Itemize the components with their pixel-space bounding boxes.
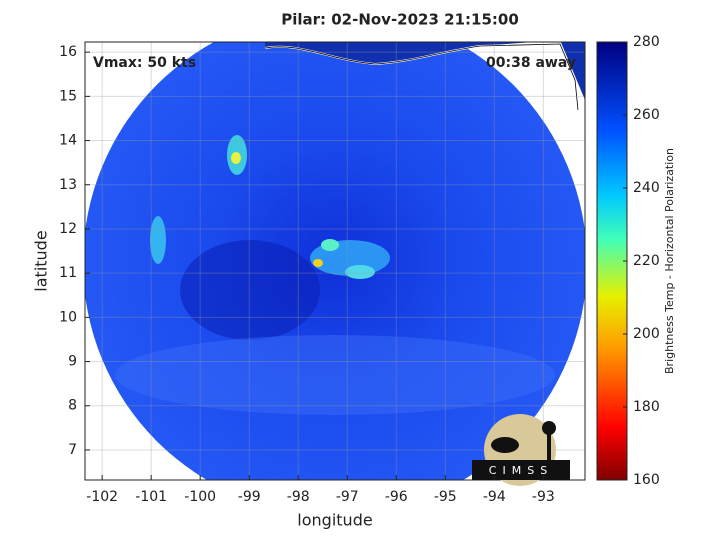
annotation: 00:38 away	[486, 55, 576, 71]
colorbar-tick-label: 240	[633, 180, 660, 196]
title: Pilar: 02-Nov-2023 21:15:00	[281, 11, 519, 29]
colorbar-tick-label: 160	[633, 472, 660, 488]
colorbar-label: Brightness Temp - Horizontal Polarizatio…	[663, 148, 676, 374]
x-tick-label: -98	[287, 489, 310, 505]
colorbar-tick-label: 220	[633, 253, 660, 269]
x-tick-label: -96	[385, 489, 408, 505]
x-tick-label: -93	[532, 489, 555, 505]
colorbar	[596, 41, 628, 481]
x-tick-label: -94	[483, 489, 506, 505]
y-tick-label: 15	[59, 88, 77, 104]
y-axis-label: latitude	[32, 230, 51, 291]
x-tick-label: -99	[238, 489, 261, 505]
y-tick-label: 7	[68, 442, 77, 458]
y-tick-label: 14	[59, 133, 77, 149]
logo-text: CIMSS	[489, 464, 553, 477]
plot-frame	[84, 41, 586, 481]
y-tick-label: 11	[59, 265, 77, 281]
colorbar-tick-label: 180	[633, 399, 660, 415]
x-tick-label: -100	[184, 489, 216, 505]
y-tick-label: 8	[68, 398, 77, 414]
y-tick-label: 13	[59, 177, 77, 193]
x-tick-label: -101	[135, 489, 167, 505]
x-tick-label: -102	[86, 489, 118, 505]
logo: CIMSS	[472, 414, 570, 486]
colorbar-tick-label: 280	[633, 34, 660, 50]
x-axis-label: longitude	[297, 511, 372, 530]
y-tick-label: 10	[59, 309, 77, 325]
satellite-image	[85, 42, 585, 480]
colorbar-tick-label: 260	[633, 107, 660, 123]
grid	[85, 42, 585, 480]
x-tick-label: -95	[434, 489, 457, 505]
y-tick-label: 16	[59, 44, 77, 60]
y-tick-label: 12	[59, 221, 77, 237]
annotation: Vmax: 50 kts	[93, 55, 196, 71]
y-tick-label: 9	[68, 354, 77, 370]
colorbar-tick-label: 200	[633, 326, 660, 342]
x-tick-label: -97	[336, 489, 359, 505]
